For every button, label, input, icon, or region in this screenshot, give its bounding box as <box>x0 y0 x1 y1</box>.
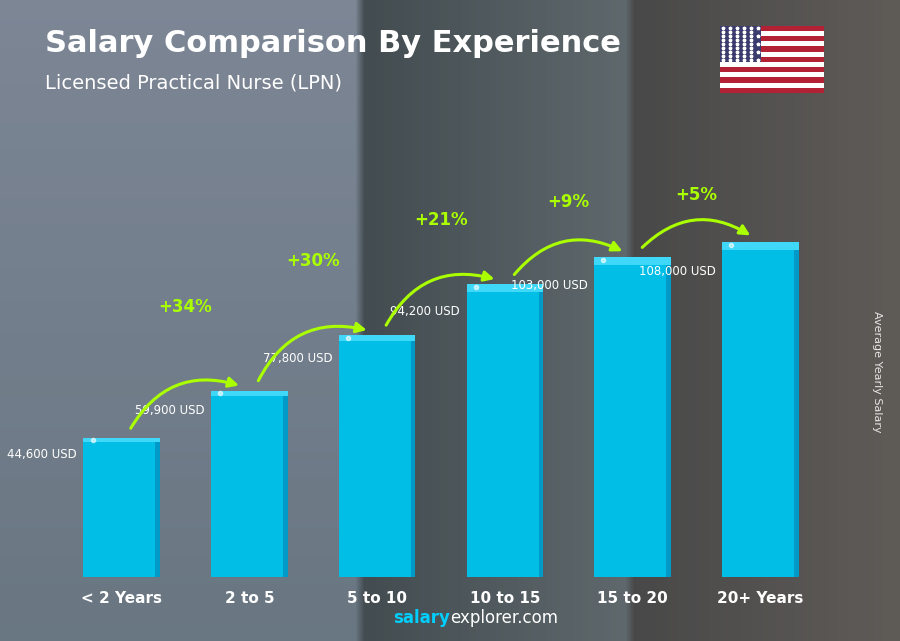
Bar <box>720 56 824 62</box>
Text: +34%: +34% <box>158 299 212 317</box>
Bar <box>720 88 824 93</box>
Bar <box>720 72 824 78</box>
Bar <box>720 41 824 46</box>
Text: +30%: +30% <box>286 252 340 270</box>
Bar <box>212 391 288 577</box>
Text: Licensed Practical Nurse (LPN): Licensed Practical Nurse (LPN) <box>45 74 342 93</box>
Text: 94,200 USD: 94,200 USD <box>391 305 460 318</box>
Bar <box>720 31 824 36</box>
Bar <box>594 257 670 265</box>
Text: 44,600 USD: 44,600 USD <box>7 448 77 461</box>
Text: salary: salary <box>393 609 450 627</box>
Bar <box>720 78 824 83</box>
Bar <box>720 51 824 56</box>
Text: +21%: +21% <box>414 210 468 229</box>
Text: 108,000 USD: 108,000 USD <box>639 265 716 278</box>
Bar <box>720 67 824 72</box>
Text: Salary Comparison By Experience: Salary Comparison By Experience <box>45 29 621 58</box>
Bar <box>720 83 824 88</box>
Bar <box>722 242 798 250</box>
Bar <box>722 242 798 577</box>
Bar <box>794 242 798 577</box>
Text: +9%: +9% <box>548 192 590 210</box>
Bar <box>212 391 288 395</box>
Bar <box>338 335 416 342</box>
Bar <box>720 36 824 41</box>
Text: 77,800 USD: 77,800 USD <box>263 353 332 365</box>
Bar <box>720 26 761 62</box>
Text: explorer.com: explorer.com <box>450 609 558 627</box>
Bar <box>720 62 824 67</box>
Bar <box>411 335 416 577</box>
Bar <box>84 438 160 442</box>
Text: Average Yearly Salary: Average Yearly Salary <box>872 311 883 433</box>
Bar <box>466 285 544 577</box>
Bar <box>338 335 416 577</box>
Text: +5%: +5% <box>676 187 717 204</box>
Bar <box>720 46 824 51</box>
Bar <box>466 285 544 292</box>
Bar <box>720 26 824 31</box>
Bar <box>284 391 288 577</box>
Text: 103,000 USD: 103,000 USD <box>511 279 588 292</box>
Bar <box>156 438 160 577</box>
Text: 59,900 USD: 59,900 USD <box>135 404 204 417</box>
Bar <box>84 438 160 577</box>
Bar <box>666 257 670 577</box>
Bar <box>594 257 670 577</box>
Bar <box>538 285 544 577</box>
